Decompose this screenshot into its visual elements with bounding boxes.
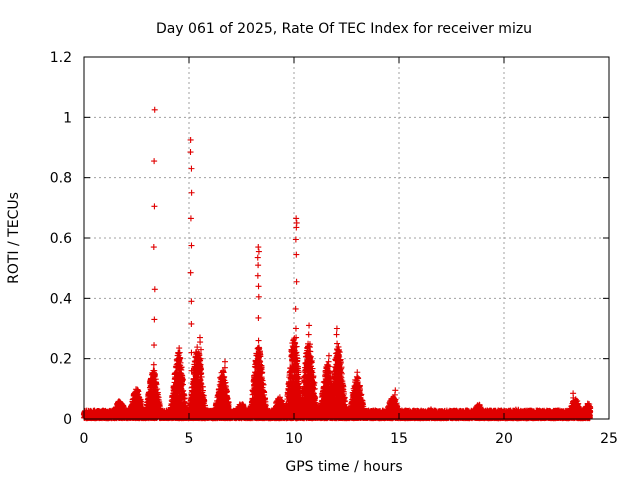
data-point [135,388,142,395]
data-point [138,398,145,405]
data-points [80,106,594,422]
grid-lines [84,57,609,419]
chart-title: Day 061 of 2025, Rate Of TEC Index for r… [156,21,532,37]
